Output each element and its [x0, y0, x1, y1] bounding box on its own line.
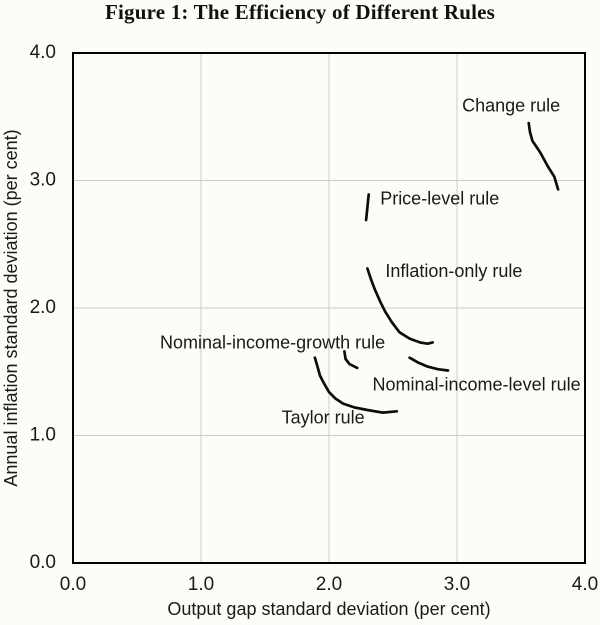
- series-label-change-rule: Change rule: [462, 95, 560, 115]
- x-tick-label: 3.0: [444, 574, 470, 595]
- y-tick-label: 1.0: [30, 425, 56, 446]
- series-curve-taylor-rule: [313, 356, 399, 414]
- y-tick-label: 4.0: [30, 42, 56, 63]
- x-tick-label: 4.0: [572, 574, 598, 595]
- x-tick-label: 2.0: [316, 574, 342, 595]
- series-label-price-level-rule: Price-level rule: [380, 188, 499, 208]
- series-curve-price-level-rule: [364, 193, 371, 222]
- series-label-taylor-rule: Taylor rule: [282, 408, 365, 428]
- plot-frame: [72, 52, 586, 564]
- series-curve-nominal-income-growth-rule: [343, 350, 359, 370]
- series-curve-inflation-only-rule: [366, 267, 435, 346]
- y-tick-label: 2.0: [30, 297, 56, 318]
- x-tick-label: 0.0: [60, 574, 86, 595]
- series-curve-nominal-income-level-rule: [408, 356, 450, 372]
- y-axis-title: Annual inflation standard deviation (per…: [1, 129, 21, 486]
- x-axis-title: Output gap standard deviation (per cent): [167, 599, 490, 619]
- series-label-nominal-income-growth-rule: Nominal-income-growth rule: [160, 332, 385, 352]
- x-tick-label: 1.0: [188, 574, 214, 595]
- y-tick-label: 3.0: [30, 170, 56, 191]
- y-tick-label: 0.0: [30, 552, 56, 573]
- series-label-nominal-income-level-rule: Nominal-income-level rule: [373, 375, 581, 395]
- figure-title: Figure 1: The Efficiency of Different Ru…: [104, 0, 496, 24]
- series-curve-change-rule: [527, 121, 560, 191]
- series-label-inflation-only-rule: Inflation-only rule: [385, 261, 522, 281]
